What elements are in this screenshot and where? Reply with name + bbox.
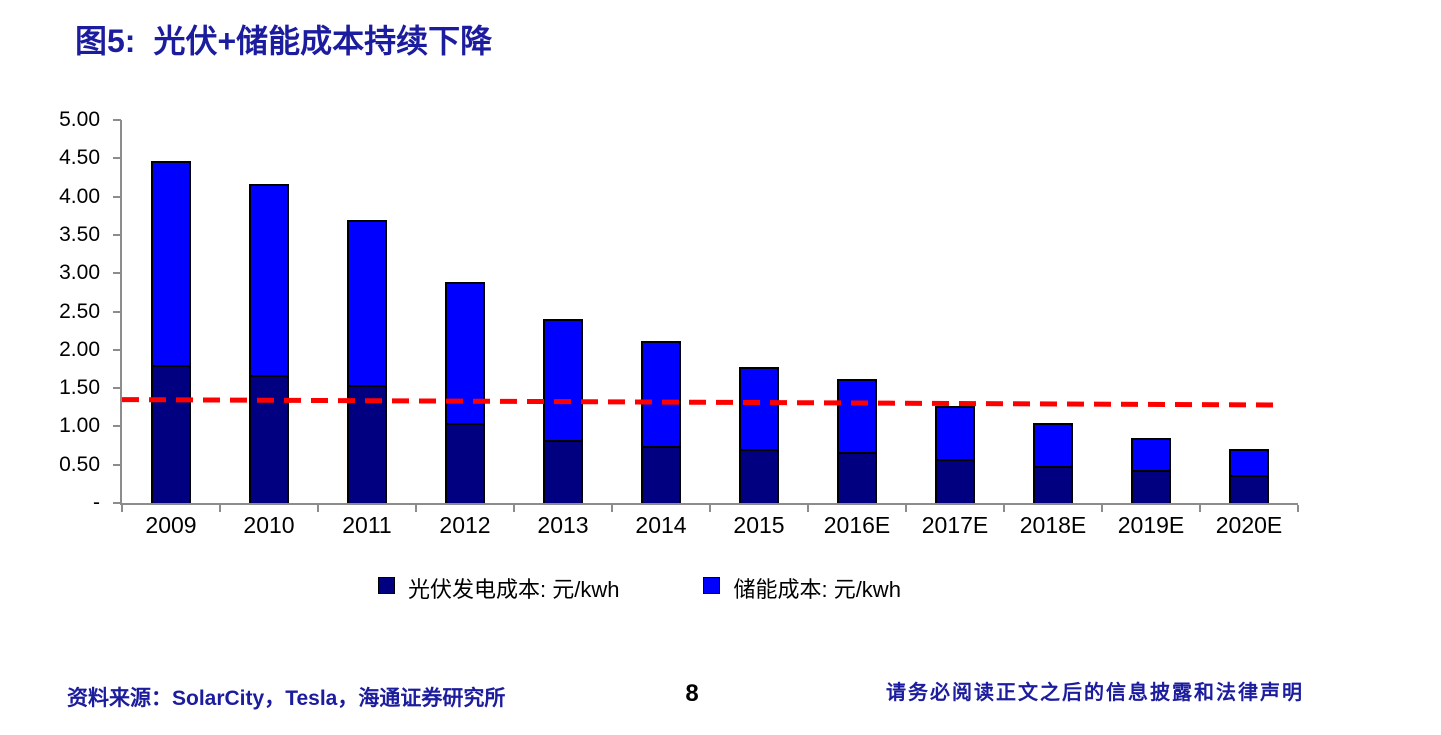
y-axis-line <box>120 120 122 503</box>
x-axis-tick <box>513 505 515 512</box>
bar-segment-pv <box>1229 476 1269 503</box>
bar-segment-storage <box>151 160 191 368</box>
y-axis-tick <box>113 272 121 275</box>
bar-segment-pv <box>935 460 975 503</box>
x-axis-label: 2017E <box>921 512 989 538</box>
x-axis-tick <box>1297 505 1299 512</box>
x-axis-label: 2012 <box>439 512 491 538</box>
bar-segment-pv <box>1131 472 1171 503</box>
y-axis-tick <box>113 157 121 160</box>
figure-number: 图5: <box>75 23 136 59</box>
bar-segment-pv <box>1033 467 1073 503</box>
x-axis-tick <box>1199 505 1201 512</box>
figure-title: 图5: 光伏+储能成本持续下降 <box>75 16 492 62</box>
y-axis-label: 2.00 <box>59 337 100 361</box>
y-axis-label: 2.50 <box>59 299 100 323</box>
bar-segment-storage <box>935 405 975 461</box>
x-axis-label: 2009 <box>145 512 197 538</box>
x-axis-label: 2020E <box>1215 512 1283 538</box>
bar-segment-pv <box>151 367 191 503</box>
bar-segment-pv <box>543 441 583 503</box>
figure-title-text: 光伏+储能成本持续下降 <box>153 23 493 59</box>
bar-segment-storage <box>1033 422 1073 468</box>
legend-swatch <box>378 577 395 594</box>
y-axis-label: 1.50 <box>59 376 100 400</box>
x-axis-label: 2013 <box>537 512 589 538</box>
y-axis-label: 3.00 <box>59 261 100 285</box>
y-axis-label: 4.00 <box>59 184 100 208</box>
x-axis-tick <box>121 505 123 512</box>
x-axis-tick <box>807 505 809 512</box>
x-axis-tick <box>415 505 417 512</box>
y-axis-tick <box>113 348 121 351</box>
legend-label: 储能成本: 元/kwh <box>733 577 901 602</box>
y-axis-tick <box>113 233 121 236</box>
x-axis-label: 2015 <box>733 512 785 538</box>
x-axis-tick <box>611 505 613 512</box>
x-axis-label: 2018E <box>1019 512 1087 538</box>
x-axis-line <box>120 503 1298 505</box>
bar-segment-pv <box>837 453 877 503</box>
y-axis-tick <box>113 425 121 428</box>
x-axis-tick <box>1101 505 1103 512</box>
bar-segment-storage <box>1229 449 1269 477</box>
y-axis-label: 5.00 <box>59 108 100 131</box>
bar-segment-pv <box>249 376 289 503</box>
y-axis-tick <box>113 195 121 198</box>
bar-segment-storage <box>837 378 877 454</box>
plot-area <box>113 119 1299 512</box>
x-axis-label: 2019E <box>1117 512 1185 538</box>
y-axis-tick <box>113 119 121 121</box>
y-axis-label: 4.50 <box>59 146 100 170</box>
bar-segment-storage <box>249 184 289 377</box>
bar-segment-storage <box>641 340 681 448</box>
bar-segment-pv <box>445 424 485 503</box>
legend-swatch <box>703 577 721 594</box>
source-note: 资料来源：SolarCity，Tesla，海通证券研究所 <box>67 687 506 710</box>
x-axis-label: 2010 <box>243 512 295 538</box>
y-axis-label: 1.00 <box>59 414 100 438</box>
x-axis-tick <box>317 505 319 512</box>
y-axis-tick <box>113 387 121 390</box>
y-axis-tick <box>113 502 121 504</box>
bar-segment-storage <box>739 367 779 451</box>
x-axis-tick <box>1003 505 1005 512</box>
bar-segment-storage <box>543 319 583 442</box>
legend-item: 储能成本: 元/kwh <box>703 576 901 604</box>
trend-line <box>121 397 1275 408</box>
legend-item: 光伏发电成本: 元/kwh <box>378 576 619 604</box>
y-axis-label: - <box>93 491 100 514</box>
page-number: 8 <box>685 680 699 707</box>
bar-segment-pv <box>347 386 387 503</box>
bar-segment-storage <box>445 281 485 425</box>
bar-segment-pv <box>739 450 779 503</box>
x-axis-tick <box>219 505 221 512</box>
x-axis-label: 2011 <box>342 512 392 538</box>
x-axis-label: 2016E <box>823 512 891 538</box>
x-axis-label: 2014 <box>635 512 687 538</box>
chart: 5.00 4.50 4.00 3.50 3.00 2.50 2.00 1.50 1.00 0.50… <box>59 108 1299 538</box>
bar-segment-storage <box>347 219 387 387</box>
chart-legend: 光伏发电成本: 元/kwh 储能成本: 元/kwh <box>378 576 901 604</box>
disclaimer: 请务必阅读正文之后的信息披露和法律声明 <box>886 682 1304 704</box>
y-axis-label: 0.50 <box>59 452 100 476</box>
x-axis-tick <box>905 505 907 512</box>
bar-segment-storage <box>1131 437 1171 473</box>
y-axis-tick <box>113 463 121 466</box>
y-axis-tick <box>113 310 121 313</box>
y-axis-label: 3.50 <box>59 222 100 246</box>
legend-label: 光伏发电成本: 元/kwh <box>408 577 620 602</box>
x-axis-tick <box>709 505 711 512</box>
bar-segment-pv <box>641 447 681 503</box>
